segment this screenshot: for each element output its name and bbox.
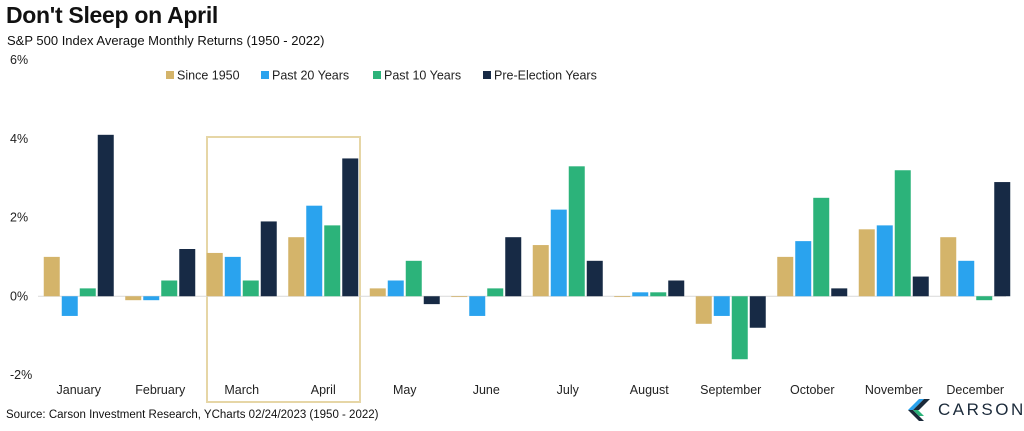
- bar: [288, 237, 305, 297]
- x-tick-label: November: [865, 383, 923, 397]
- bar: [505, 237, 522, 297]
- bar: [224, 256, 241, 297]
- bar: [79, 288, 96, 297]
- bar: [423, 296, 440, 305]
- x-tick-label: June: [473, 383, 500, 397]
- bar: [858, 229, 875, 297]
- bar: [242, 280, 259, 297]
- bar: [940, 237, 957, 297]
- bar: [369, 288, 386, 297]
- bar: [206, 252, 223, 297]
- x-tick-label: July: [557, 383, 580, 397]
- x-tick-label: May: [393, 383, 417, 397]
- bar: [568, 166, 585, 297]
- bar: [387, 280, 404, 297]
- legend-label: Past 20 Years: [272, 69, 349, 83]
- bar: [749, 296, 766, 328]
- legend-label: Since 1950: [177, 69, 240, 83]
- bar: [306, 205, 323, 297]
- x-tick-label: September: [700, 383, 761, 397]
- carson-logo-icon: [908, 399, 930, 421]
- bar: [831, 288, 848, 297]
- bar: [586, 260, 603, 297]
- bar: [695, 296, 712, 324]
- bar: [650, 292, 667, 297]
- bar: [179, 249, 196, 297]
- bar: [731, 296, 748, 360]
- bar: [451, 296, 468, 298]
- bar: [324, 225, 341, 297]
- bar: [97, 134, 114, 297]
- bar: [777, 256, 794, 297]
- bar: [813, 197, 830, 297]
- bar: [143, 296, 160, 301]
- bar: [43, 256, 60, 297]
- bar: [912, 276, 929, 297]
- legend-swatch: [166, 71, 174, 79]
- legend-swatch: [373, 71, 381, 79]
- bar: [469, 296, 486, 316]
- y-tick-label: -2%: [10, 368, 32, 382]
- bar: [532, 245, 549, 297]
- carson-logo: CARSON: [906, 396, 1024, 424]
- y-tick-label: 0%: [10, 289, 28, 303]
- bar: [894, 170, 911, 297]
- bar: [260, 221, 277, 297]
- logo-text: CARSON: [938, 400, 1024, 419]
- bar: [668, 280, 685, 297]
- bar: [161, 280, 178, 297]
- x-tick-label: April: [311, 383, 336, 397]
- bar: [876, 225, 893, 297]
- chart-subtitle: S&P 500 Index Average Monthly Returns (1…: [7, 33, 325, 48]
- bar: [342, 158, 359, 297]
- x-tick-label: October: [790, 383, 834, 397]
- x-tick-label: January: [57, 383, 102, 397]
- legend-label: Pre-Election Years: [494, 69, 597, 83]
- chart-title: Don't Sleep on April: [6, 2, 219, 28]
- bar: [614, 296, 631, 298]
- bar: [61, 296, 78, 316]
- x-tick-label: March: [224, 383, 259, 397]
- bar: [632, 292, 649, 297]
- y-tick-label: 2%: [10, 211, 28, 225]
- bar: [125, 296, 142, 301]
- x-tick-label: December: [946, 383, 1004, 397]
- bar: [958, 260, 975, 297]
- bar: [994, 182, 1011, 297]
- legend-label: Past 10 Years: [384, 69, 461, 83]
- bar: [795, 241, 812, 297]
- bar: [713, 296, 730, 316]
- legend-swatch: [261, 71, 269, 79]
- y-tick-label: 4%: [10, 132, 28, 146]
- x-tick-label: February: [135, 383, 186, 397]
- bar: [976, 296, 993, 301]
- y-tick-label: 6%: [10, 53, 28, 67]
- bar: [550, 209, 567, 297]
- bar: [487, 288, 504, 297]
- legend-swatch: [483, 71, 491, 79]
- x-tick-label: August: [630, 383, 669, 397]
- bar: [405, 260, 422, 297]
- source-note: Source: Carson Investment Research, YCha…: [6, 409, 379, 421]
